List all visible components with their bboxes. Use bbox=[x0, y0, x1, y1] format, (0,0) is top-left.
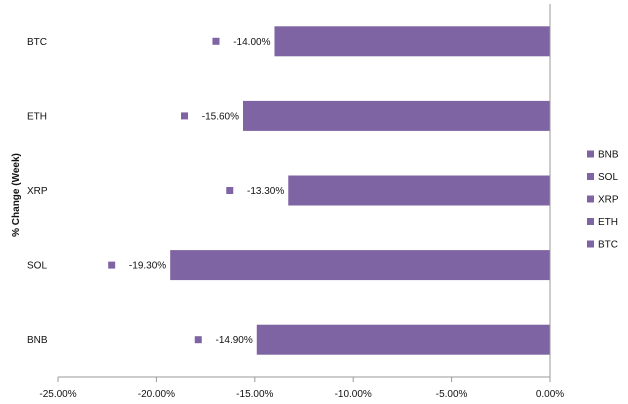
data-label-btc: -14.00% bbox=[233, 37, 270, 48]
legend-label-eth: ETH bbox=[598, 217, 618, 228]
data-label-marker-btc bbox=[212, 37, 220, 45]
bar-xrp bbox=[288, 175, 550, 206]
data-label-marker-eth bbox=[180, 112, 188, 120]
x-tick-label: -15.00% bbox=[236, 389, 273, 400]
data-label-group: -14.00% -15.60% -13.30% -19.30% -14.90% bbox=[108, 37, 284, 346]
category-label-bnb: BNB bbox=[27, 335, 48, 346]
legend-swatch-btc bbox=[587, 240, 594, 248]
x-tick-label: -10.00% bbox=[335, 389, 372, 400]
bar-sol bbox=[170, 250, 550, 281]
x-tick-label: -20.00% bbox=[138, 389, 175, 400]
y-axis-title: % Change (Week) bbox=[11, 153, 22, 237]
category-label-eth: ETH bbox=[27, 111, 47, 122]
legend-label-bnb: BNB bbox=[598, 150, 619, 161]
data-label-eth: -15.60% bbox=[202, 111, 239, 122]
data-label-marker-xrp bbox=[226, 187, 234, 194]
x-tick-label: 0.00% bbox=[536, 389, 564, 400]
legend-label-sol: SOL bbox=[598, 172, 618, 183]
x-tick-label: -25.00% bbox=[39, 389, 76, 400]
bar-eth bbox=[242, 100, 550, 131]
bar-btc bbox=[274, 26, 550, 57]
x-axis: -25.00% -20.00% -15.00% -10.00% -5.00% 0.00% bbox=[39, 4, 564, 400]
category-label-btc: BTC bbox=[27, 37, 47, 48]
legend-label-btc: BTC bbox=[598, 240, 618, 251]
data-label-bnb: -14.90% bbox=[216, 335, 253, 346]
legend-swatch-eth bbox=[587, 218, 594, 225]
bars-layer bbox=[170, 26, 550, 355]
data-label-sol: -19.30% bbox=[129, 261, 166, 272]
x-tick-label: -5.00% bbox=[436, 389, 468, 400]
category-label-xrp: XRP bbox=[27, 186, 48, 197]
data-label-xrp: -13.30% bbox=[247, 186, 284, 197]
legend: BNB SOL XRP ETH BTC bbox=[587, 150, 619, 251]
legend-swatch-bnb bbox=[587, 150, 594, 158]
category-label-sol: SOL bbox=[27, 261, 47, 272]
bar-bnb bbox=[256, 324, 550, 355]
legend-swatch-sol bbox=[587, 173, 594, 180]
category-labels: BTC ETH XRP SOL BNB bbox=[27, 37, 48, 346]
legend-swatch-xrp bbox=[587, 195, 594, 203]
data-label-marker-sol bbox=[108, 261, 116, 269]
legend-label-xrp: XRP bbox=[598, 195, 619, 206]
data-label-marker-bnb bbox=[194, 336, 202, 344]
